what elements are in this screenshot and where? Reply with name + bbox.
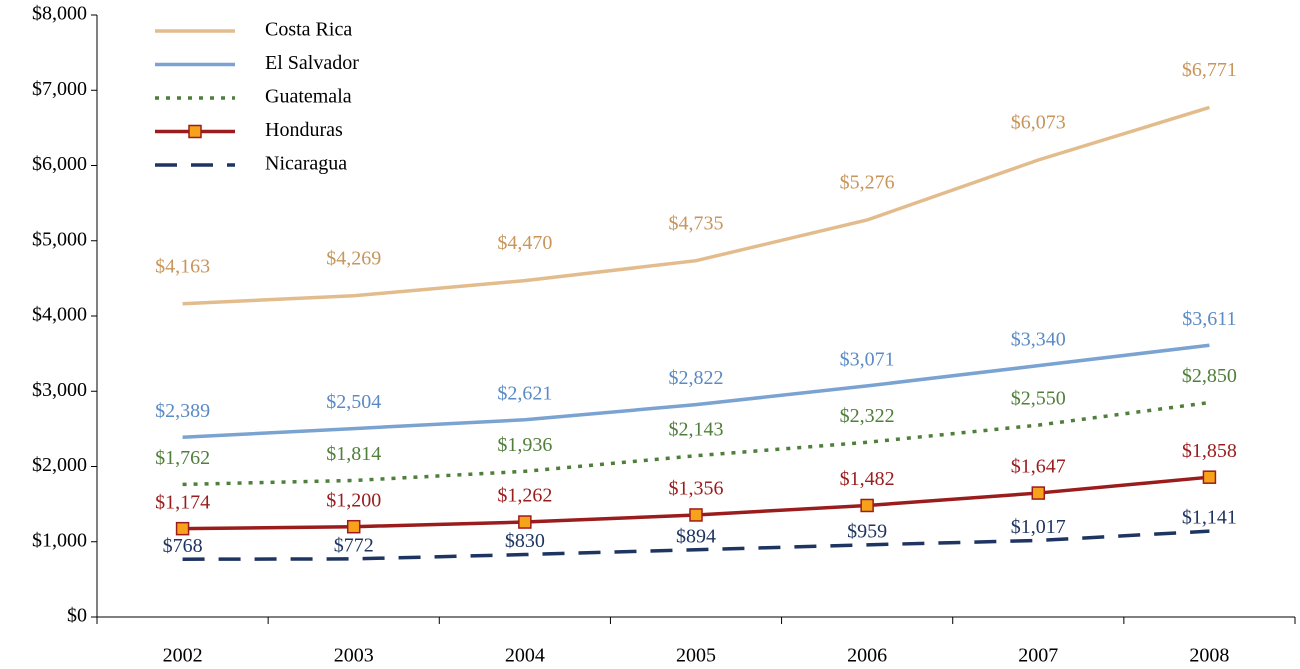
data-label: $1,482 bbox=[840, 468, 895, 490]
marker bbox=[346, 519, 361, 534]
x-tick-label: 2007 bbox=[1018, 645, 1058, 667]
x-tick-label: 2005 bbox=[676, 645, 716, 667]
data-label: $2,850 bbox=[1182, 365, 1237, 387]
y-tick-label: $5,000 bbox=[32, 228, 87, 250]
data-label: $2,621 bbox=[497, 382, 552, 404]
marker bbox=[860, 498, 874, 513]
data-label: $4,163 bbox=[155, 255, 210, 277]
data-label: $2,143 bbox=[669, 418, 724, 440]
data-label: $1,647 bbox=[1011, 456, 1066, 478]
y-tick-label: $7,000 bbox=[32, 78, 87, 100]
data-label: $6,073 bbox=[1011, 112, 1066, 134]
data-label: $2,389 bbox=[155, 400, 210, 422]
x-tick-label: 2006 bbox=[847, 645, 887, 667]
y-tick-label: $1,000 bbox=[32, 529, 87, 551]
data-label: $1,814 bbox=[326, 443, 381, 465]
data-label: $4,269 bbox=[326, 247, 381, 269]
data-label: $2,322 bbox=[840, 405, 895, 427]
data-label: $5,276 bbox=[840, 172, 895, 194]
marker bbox=[689, 508, 703, 522]
legend-label: Honduras bbox=[265, 119, 343, 141]
data-label: $1,174 bbox=[155, 491, 210, 513]
data-label: $6,771 bbox=[1182, 59, 1237, 81]
data-label: $2,822 bbox=[669, 367, 724, 389]
data-label: $2,550 bbox=[1011, 388, 1066, 410]
data-label: $2,504 bbox=[326, 391, 381, 413]
data-label: $3,071 bbox=[840, 349, 895, 371]
y-tick-label: $3,000 bbox=[32, 379, 87, 401]
data-label: $894 bbox=[676, 525, 716, 547]
data-label: $830 bbox=[505, 530, 545, 552]
series-line bbox=[182, 400, 1210, 487]
legend-marker bbox=[188, 124, 202, 139]
data-label: $1,141 bbox=[1182, 507, 1237, 529]
data-label: $1,262 bbox=[497, 485, 552, 507]
data-label: $768 bbox=[163, 535, 203, 557]
y-tick-label: $2,000 bbox=[32, 454, 87, 476]
data-label: $1,017 bbox=[1011, 516, 1066, 538]
x-tick-label: 2008 bbox=[1189, 645, 1229, 667]
y-tick-label: $8,000 bbox=[32, 3, 87, 25]
data-label: $959 bbox=[847, 520, 887, 542]
marker bbox=[518, 515, 532, 529]
marker bbox=[175, 521, 190, 536]
data-label: $1,356 bbox=[669, 478, 724, 500]
legend-label: Guatemala bbox=[265, 86, 352, 108]
data-label: $772 bbox=[334, 535, 374, 557]
legend-label: El Salvador bbox=[265, 52, 359, 74]
marker bbox=[1031, 486, 1046, 500]
data-label: $4,735 bbox=[669, 212, 724, 234]
x-tick-label: 2004 bbox=[505, 645, 545, 667]
series-line bbox=[182, 529, 1210, 561]
x-tick-label: 2003 bbox=[334, 645, 374, 667]
data-label: $1,936 bbox=[497, 434, 552, 456]
data-label: $3,340 bbox=[1011, 328, 1066, 350]
marker bbox=[1202, 470, 1217, 484]
series-line bbox=[182, 343, 1210, 439]
data-label: $1,200 bbox=[326, 489, 381, 511]
data-label: $1,762 bbox=[155, 447, 210, 469]
data-label: $1,858 bbox=[1182, 440, 1237, 462]
y-tick-label: $4,000 bbox=[32, 304, 87, 326]
y-tick-label: $0 bbox=[67, 605, 87, 627]
y-tick-label: $6,000 bbox=[32, 153, 87, 175]
data-label: $3,611 bbox=[1182, 308, 1236, 330]
data-label: $4,470 bbox=[497, 232, 552, 254]
legend-label: Nicaragua bbox=[265, 153, 347, 175]
series-line bbox=[182, 105, 1210, 306]
legend-label: Costa Rica bbox=[265, 19, 352, 41]
x-tick-label: 2002 bbox=[163, 645, 203, 667]
